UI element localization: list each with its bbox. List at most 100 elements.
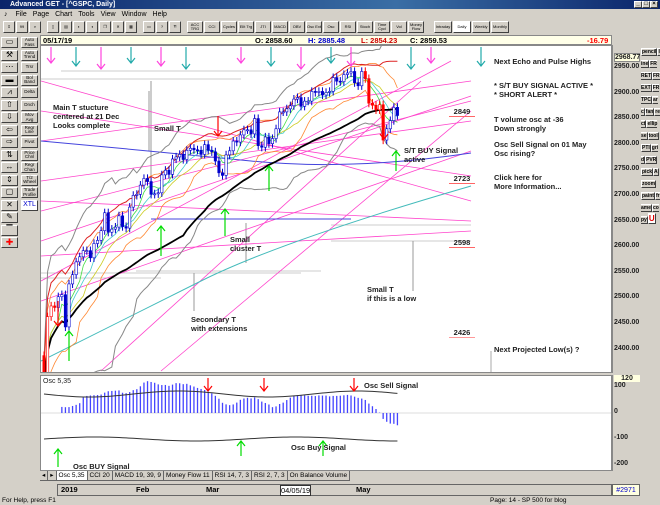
study-button-9[interactable]: Price Chnl <box>21 149 38 161</box>
indicator-button-5[interactable]: MACD <box>272 21 288 33</box>
tab-scroll-right[interactable]: ▸ <box>48 471 57 481</box>
draw-icon[interactable]: ✎ <box>1 212 18 223</box>
indicator-button-2[interactable]: Cycles <box>221 21 237 33</box>
indicator-button-1[interactable]: CCI <box>204 21 220 33</box>
fill-icon[interactable]: ▔ <box>1 224 18 236</box>
indicator-button-12[interactable]: Vol <box>391 21 407 33</box>
menu-view[interactable]: View <box>100 11 116 18</box>
period-button-daily[interactable]: Daily <box>453 21 471 33</box>
tool-pti-icon[interactable]: PTI <box>641 144 651 152</box>
tool-fr-tpc-icon[interactable]: FR TPC <box>641 84 660 104</box>
open-icon[interactable]: ▭ <box>1 37 18 48</box>
indicator-button-3[interactable]: Ellt Trg <box>238 21 254 33</box>
indicator-button-11[interactable]: Time Cycl <box>374 21 390 33</box>
left-arrow-icon[interactable]: ⇦ <box>1 124 18 136</box>
compress-icon[interactable]: ↔ <box>1 162 18 173</box>
tab-3[interactable]: Money Flow 11 <box>164 471 213 481</box>
tab-0[interactable]: Osc 5,35 <box>56 471 88 481</box>
tool-paint-icon[interactable]: paint <box>641 192 655 200</box>
study-button-3[interactable]: Bol Band <box>21 74 38 86</box>
indicator-button-9[interactable]: RSI <box>340 21 356 33</box>
indicator-button-4[interactable]: JTI <box>255 21 271 33</box>
study-button-10[interactable]: Regr Chan <box>21 162 38 173</box>
quote-icon[interactable]: 99 <box>16 21 28 33</box>
tab-1[interactable]: CCI 20 <box>87 471 113 481</box>
tool-arc-icon[interactable]: arc <box>641 96 658 116</box>
tab-scroll-left[interactable]: ◂ <box>40 471 49 481</box>
help-icon[interactable]: ⁈ <box>169 21 181 33</box>
study-button-2[interactable]: Trsr <box>21 62 38 73</box>
tool-zoom-icon[interactable]: zoom <box>641 180 657 188</box>
tab-2[interactable]: MACD 19, 39, 9 <box>112 471 165 481</box>
tool-line-icon[interactable]: line <box>641 48 660 68</box>
menu-chart[interactable]: Chart <box>55 11 73 18</box>
study-button-4[interactable]: Delta <box>21 87 38 98</box>
tool-a-icon[interactable]: A <box>653 168 659 176</box>
box-icon[interactable]: ▢ <box>1 187 18 198</box>
indicator-button-10[interactable]: Stoch <box>357 21 373 33</box>
line-icon[interactable]: ✕ <box>1 199 18 211</box>
study-button-8[interactable]: Pivot <box>21 137 38 148</box>
indicator-button-0[interactable]: ACC TRG <box>187 21 203 33</box>
price-chart[interactable]: Main T stucture centered at 21 Dec Looks c… <box>40 45 612 373</box>
expand-icon[interactable]: ⇕ <box>1 174 18 186</box>
indicator-button-8[interactable]: Osc <box>323 21 339 33</box>
study-button-6[interactable]: Mov Avg <box>21 112 38 123</box>
maximize-button[interactable]: □ <box>642 1 650 8</box>
forward-icon[interactable]: ◑ <box>86 21 98 33</box>
tool-copy-icon[interactable]: copy <box>641 204 659 224</box>
menu-page[interactable]: Page <box>32 11 50 18</box>
indicator-button-13[interactable]: Money Flow <box>408 21 424 33</box>
down-arrow-icon[interactable]: ⇩ <box>1 112 18 123</box>
tool-fr-ret-icon[interactable]: FR RET <box>641 60 657 80</box>
more-info-link[interactable]: Click here for More Information... <box>494 173 562 191</box>
tool-grid-icon[interactable]: grid <box>641 144 659 164</box>
tool-u-icon[interactable]: U <box>647 213 656 224</box>
period-button-weekly[interactable]: Weekly <box>472 21 490 33</box>
copy-icon[interactable]: ❐ <box>99 21 111 33</box>
study-button-12[interactable]: Trade Profile <box>21 187 38 198</box>
oscillator-panel[interactable]: Osc 5,35 Osc Sell Signal Osc Buy Signal … <box>40 375 612 471</box>
crosshair-icon[interactable]: ✚ <box>1 237 18 248</box>
menu-window[interactable]: Window <box>121 11 147 18</box>
find-icon[interactable]: ⌕ <box>29 21 41 33</box>
open-icon[interactable]: ▤ <box>60 21 72 33</box>
right-arrow-icon[interactable]: ⇨ <box>1 137 18 148</box>
tool-rect-icon[interactable]: rect <box>641 108 660 128</box>
delete-icon[interactable]: ✕ <box>112 21 124 33</box>
study-button-7[interactable]: Regr Line <box>21 124 38 136</box>
pointer-icon[interactable]: ⇕ <box>3 21 15 33</box>
tool-fr-ext-icon[interactable]: FR EXT <box>641 72 660 92</box>
tile-icon[interactable]: ▦ <box>125 21 137 33</box>
indicator-button-6[interactable]: OBV <box>289 21 305 33</box>
minimize-button[interactable]: _ <box>634 1 642 8</box>
grid-icon[interactable]: ⋯ <box>1 62 18 73</box>
auto-icon[interactable]: ⚒ <box>1 49 18 61</box>
tool-tool-icon[interactable]: tool <box>647 132 659 140</box>
tab-6[interactable]: On Balance Volume <box>287 471 351 481</box>
up-arrow-icon[interactable]: ⇧ <box>1 99 18 111</box>
period-button-intraday[interactable]: Intraday <box>434 21 452 33</box>
study-button-0[interactable]: Auto Pass <box>21 37 38 48</box>
tab-5[interactable]: RSI 2, 7, 3 <box>251 471 288 481</box>
indicator-button-7[interactable]: Osc Ext <box>306 21 322 33</box>
new-icon[interactable]: ▯ <box>47 21 59 33</box>
study-button-5[interactable]: Dnch <box>21 99 38 111</box>
tool-pvr-icon[interactable]: PVR <box>645 156 658 164</box>
tab-4[interactable]: RSI 14, 7, 3 <box>212 471 252 481</box>
tool-ellipse-icon[interactable]: ellipse <box>641 120 658 140</box>
study-button-11[interactable]: T/2 Wheel <box>21 174 38 186</box>
tool-frame-icon[interactable]: frame <box>641 192 660 212</box>
elliott-icon[interactable]: ⩘ <box>1 87 18 98</box>
back-icon[interactable]: ◐ <box>73 21 85 33</box>
tip-icon[interactable]: ? <box>156 21 168 33</box>
ruler-icon[interactable]: ▬ <box>1 74 18 86</box>
close-button[interactable]: × <box>650 1 658 8</box>
sort-icon[interactable]: ⇅ <box>1 149 18 161</box>
tool-fan-icon[interactable]: fan <box>644 108 655 116</box>
tool-pick-icon[interactable]: pick <box>641 168 654 176</box>
study-button-1[interactable]: Auto Trend <box>21 49 38 61</box>
study-button-13[interactable]: XTL <box>21 199 38 211</box>
tool-pencil-icon[interactable]: pencil <box>641 48 658 56</box>
print-icon[interactable]: ▭ <box>143 21 155 33</box>
